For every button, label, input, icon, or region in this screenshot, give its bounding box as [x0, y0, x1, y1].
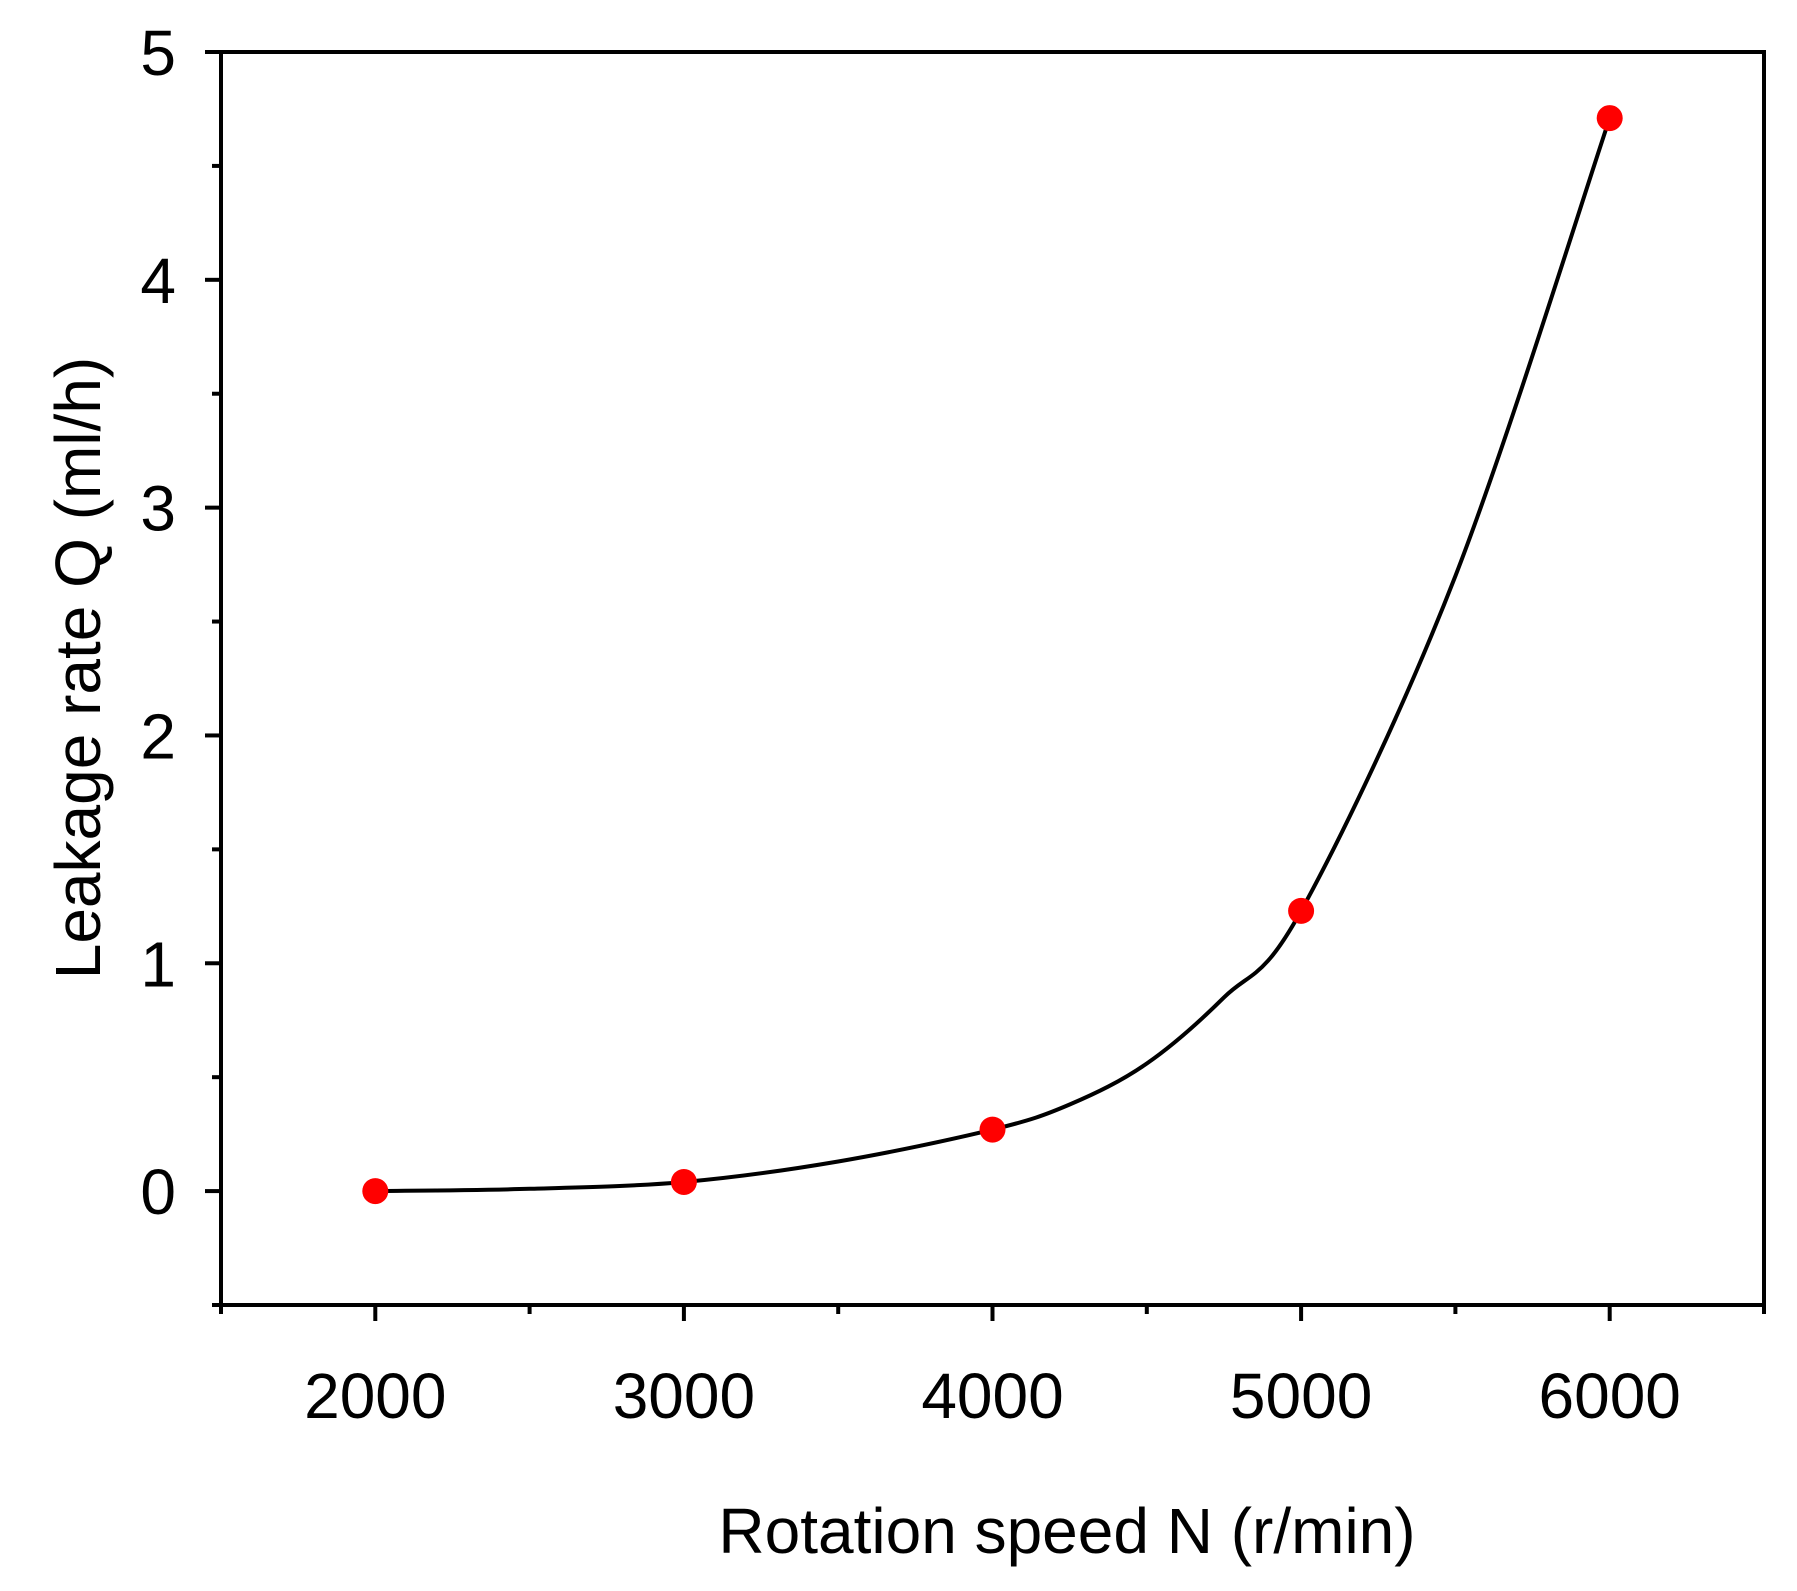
y-tick-label: 5 — [140, 17, 176, 89]
x-tick-label: 4000 — [921, 1360, 1063, 1432]
data-points-layer — [362, 105, 1623, 1205]
fit-curve — [373, 116, 1612, 1194]
data-point — [670, 1168, 697, 1195]
x-tick-label: 6000 — [1539, 1360, 1681, 1432]
x-axis: 2000 3000 4000 5000 6000 — [219, 1305, 1766, 1432]
y-tick-label: 4 — [140, 245, 176, 317]
x-axis-title: Rotation speed N (r/min) — [718, 1495, 1415, 1567]
y-tick-label: 1 — [140, 928, 176, 1000]
data-point — [1596, 105, 1623, 132]
data-point — [979, 1116, 1006, 1143]
data-point — [362, 1178, 389, 1205]
y-axis: 0 1 2 3 4 5 — [140, 17, 221, 1307]
x-tick-label: 2000 — [304, 1360, 446, 1432]
x-tick-label: 3000 — [613, 1360, 755, 1432]
y-tick-label: 0 — [140, 1156, 176, 1228]
fit-curve-layer — [373, 116, 1612, 1194]
y-tick-label: 3 — [140, 473, 176, 545]
y-tick-label: 2 — [140, 700, 176, 772]
x-tick-label: 5000 — [1230, 1360, 1372, 1432]
y-axis-title: Leakage rate Q (ml/h) — [42, 357, 114, 980]
data-point — [1288, 897, 1315, 924]
